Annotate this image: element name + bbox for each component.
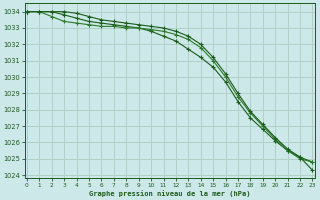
X-axis label: Graphe pression niveau de la mer (hPa): Graphe pression niveau de la mer (hPa) [89, 190, 251, 197]
